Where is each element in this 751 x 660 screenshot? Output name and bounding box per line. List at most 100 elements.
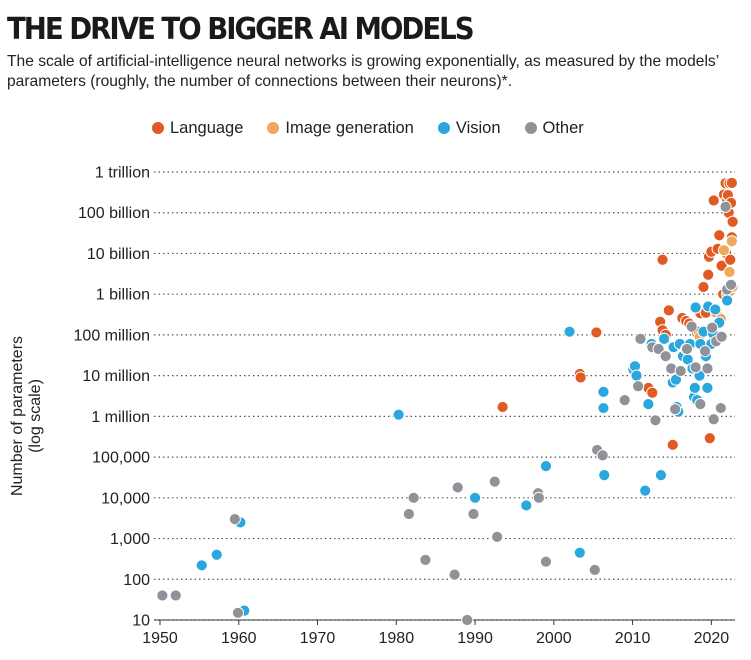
data-point-language (715, 259, 728, 272)
data-point-vision (630, 369, 643, 382)
data-point-language (726, 215, 739, 228)
legend-item-vision: Vision (437, 118, 501, 138)
data-point-other (649, 414, 662, 427)
data-point-vision (709, 303, 722, 316)
data-point-language (724, 253, 737, 266)
y-tick-label: 10 million (82, 368, 150, 385)
data-point-other (539, 555, 553, 568)
data-point-other (451, 481, 464, 494)
data-point-vision (598, 469, 611, 482)
data-point-other (618, 394, 631, 407)
data-point-other (488, 475, 501, 488)
data-points (156, 176, 739, 627)
y-tick-label: 10 (132, 613, 150, 630)
data-point-language (666, 438, 679, 451)
data-point-vision (701, 381, 714, 394)
data-point-other (714, 401, 727, 415)
y-axis-label-line: (log scale) (27, 379, 44, 453)
data-point-image-generation (717, 244, 731, 257)
data-point-language (662, 304, 675, 317)
data-point-language (574, 371, 587, 384)
y-tick-label: 1 billion (96, 287, 150, 304)
data-point-other (228, 513, 241, 526)
data-point-language (697, 280, 710, 294)
x-tick-label: 2000 (536, 630, 572, 647)
data-point-other (707, 413, 720, 426)
y-tick-label: 1 million (91, 409, 150, 426)
data-point-vision (520, 499, 533, 512)
x-tick-labels: 1950 1960 1970 1980 1990 2000 2010 2020 (142, 630, 729, 647)
legend-swatch-image-generation (267, 122, 280, 134)
legend-item-other: Other (524, 118, 584, 138)
data-point-other (491, 530, 504, 543)
data-point-language (702, 268, 715, 281)
legend-item-language: Language (152, 119, 243, 138)
data-point-other (719, 200, 732, 213)
data-point-language (496, 400, 509, 414)
legend-item-image-generation: Image generation (267, 118, 414, 138)
chart-title: THE DRIVE TO BIGGER AI MODELS (7, 12, 475, 47)
data-point-vision (597, 401, 610, 415)
data-point-other (407, 491, 420, 504)
y-tick-label: 100 million (74, 327, 150, 344)
data-point-language (590, 326, 603, 339)
data-point-other (448, 568, 461, 581)
data-point-image-generation (725, 235, 738, 248)
data-point-other (701, 362, 714, 375)
data-point-vision (539, 460, 553, 473)
y-tick-label: 100,000 (92, 450, 150, 467)
grid-lines (154, 171, 735, 625)
legend-label-vision: Vision (455, 118, 501, 137)
data-point-other (685, 320, 698, 333)
y-tick-label: 100 billion (78, 205, 150, 222)
data-point-vision (689, 301, 702, 314)
data-point-other (632, 380, 645, 393)
legend-label-image-generation: Image generation (285, 118, 414, 137)
y-axis-label: Number of parameters(log scale) (9, 336, 44, 496)
data-point-other (231, 606, 245, 619)
data-point-other (659, 350, 672, 363)
data-point-vision (468, 491, 482, 504)
data-point-vision (658, 332, 671, 345)
y-tick-label: 1,000 (110, 531, 150, 548)
y-tick-label: 1 trillion (95, 165, 150, 182)
x-tick-label: 2020 (694, 630, 730, 647)
data-point-vision (210, 548, 223, 561)
data-point-vision (642, 398, 655, 411)
data-point-vision (597, 385, 610, 398)
data-point-language (646, 386, 659, 399)
data-point-language (707, 194, 720, 207)
y-tick-label: 10,000 (101, 490, 150, 507)
data-point-vision (195, 559, 208, 572)
y-axis-label-line: Number of parameters (9, 336, 26, 496)
data-point-other (706, 321, 719, 334)
data-point-other (715, 330, 728, 343)
legend-swatch-language (152, 122, 164, 134)
data-point-language (725, 176, 738, 189)
chart-subtitle: The scale of artificial-intelligence neu… (7, 53, 719, 90)
y-tick-labels: 10 100 1,000 10,000 100,000 1 million 10 milli… (74, 165, 151, 630)
data-point-language (713, 229, 726, 242)
data-point-other (634, 332, 647, 345)
legend-label-language: Language (170, 118, 244, 137)
data-point-vision (639, 484, 652, 497)
data-point-vision (392, 408, 405, 421)
x-tick-label: 1980 (379, 630, 415, 647)
data-point-language (656, 253, 669, 266)
data-point-other (698, 345, 712, 358)
data-point-image-generation (723, 265, 736, 279)
x-tick-label: 1960 (221, 630, 257, 647)
data-point-vision (721, 294, 734, 307)
x-tick-label: 1990 (457, 630, 493, 647)
chart-legend: Language Image generation Vision Other (152, 117, 584, 139)
data-point-other (689, 361, 702, 374)
legend-swatch-vision (437, 122, 450, 134)
data-point-vision (573, 546, 586, 559)
data-point-other (669, 403, 682, 416)
x-tick-label: 2010 (615, 630, 651, 647)
legend-swatch-other (524, 122, 537, 134)
data-point-other (156, 589, 169, 602)
legend-label-other: Other (542, 118, 584, 137)
data-point-other (724, 278, 738, 291)
